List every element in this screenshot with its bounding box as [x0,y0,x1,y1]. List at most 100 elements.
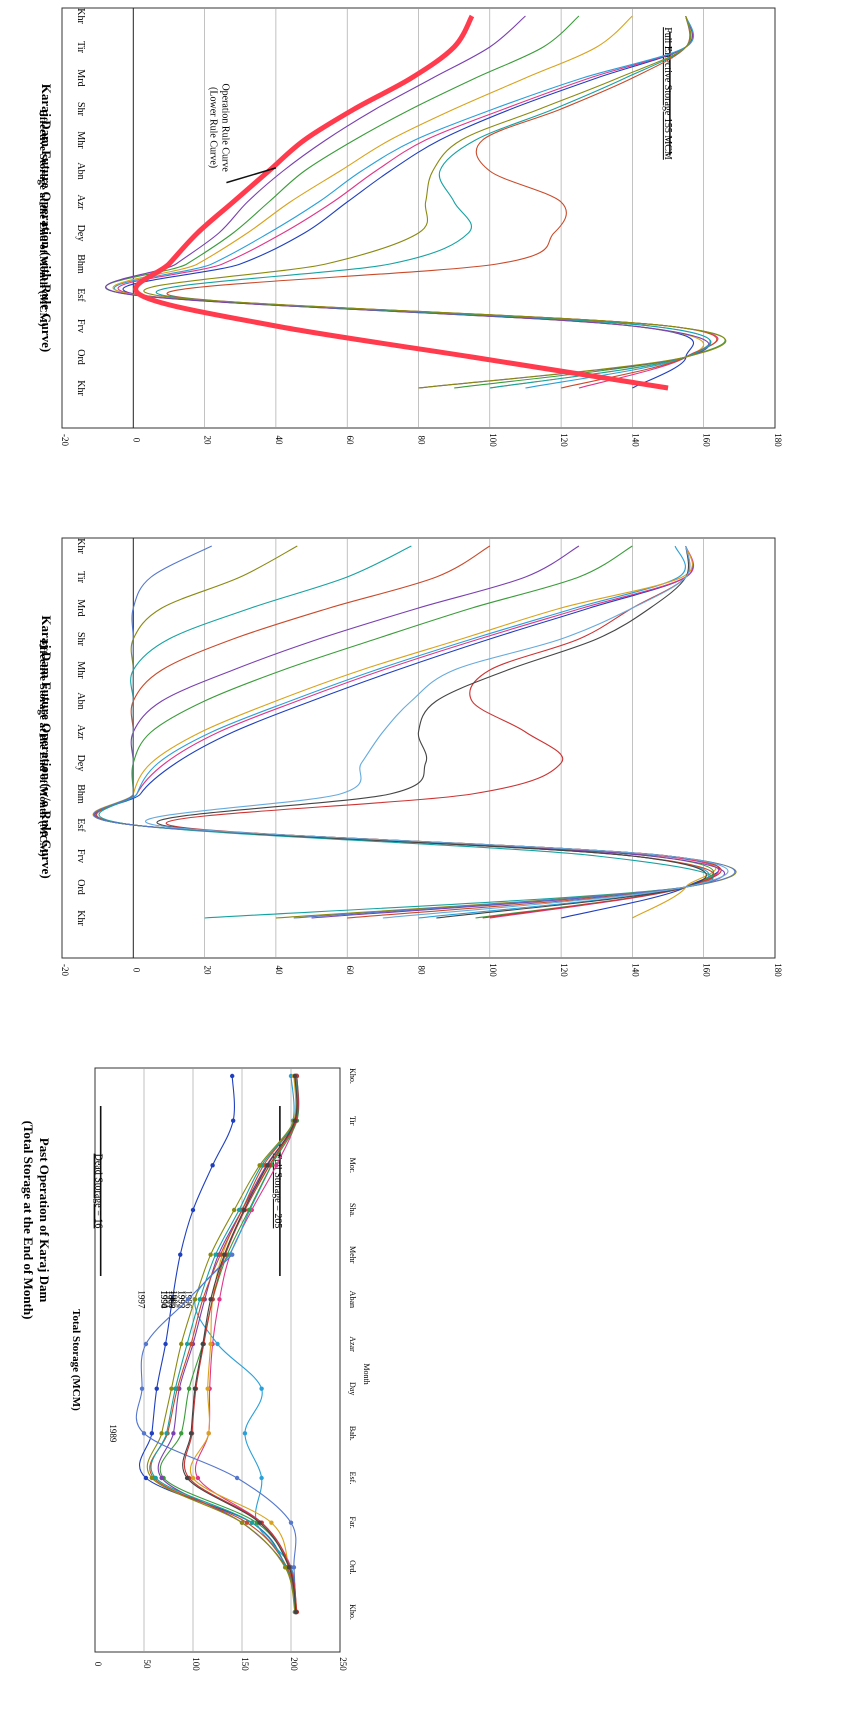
data-point [222,1252,227,1257]
data-point [292,1073,298,1079]
data-point [231,1207,237,1213]
y-tick-label: 140 [630,433,640,447]
data-point [190,1207,196,1213]
x-tick-label: Kho. [348,1068,357,1084]
data-point [239,1520,245,1525]
data-point [149,1431,155,1436]
series-line [165,545,722,919]
x-tick-label: Esf [75,818,86,832]
data-point [139,1386,145,1391]
annotation-text: Operation Rule Curve [219,83,230,172]
x-tick-label: Ord [75,879,86,895]
series-label: 1997 [136,1290,146,1309]
series-line [94,545,715,919]
data-point [169,1386,174,1391]
x-tick-label: Mor. [348,1158,357,1173]
y-tick-label: 150 [240,1657,250,1671]
data-point [210,1163,215,1168]
data-point [184,1341,190,1347]
series-label: 1991 [164,1290,174,1308]
x-tick-label: Khr [75,380,86,396]
y-tick-label: 20 [203,436,213,446]
data-point [208,1341,213,1347]
data-point [230,1252,235,1257]
data-point [288,1520,294,1525]
series-line [94,545,720,919]
series-line [105,15,710,389]
annotation-text: (Lower Rule Curve) [207,87,218,168]
data-point [257,1520,262,1525]
x-tick-label: Ord. [348,1560,357,1574]
y-axis-title: Total Storage (MCM) [70,1309,82,1411]
chart-subtitle: (Total Storage at the End of Month) [21,1121,36,1320]
x-tick-label: Azar [348,1336,357,1352]
data-point [154,1386,159,1391]
y-tick-label: 140 [630,963,640,977]
y-tick-label: 100 [191,1657,201,1671]
x-tick-label: Mhr [75,661,86,679]
x-tick-label: Shr [75,102,86,117]
data-point [282,1565,288,1570]
series-line [92,545,717,919]
reference-line-label: Full Effective Storage 155 MCM [662,27,673,160]
data-point [265,1163,270,1168]
data-point [215,1341,220,1347]
x-tick-label: Mrd [75,69,86,86]
data-point [241,1207,247,1213]
data-point [293,1609,299,1615]
series-line [98,545,714,919]
data-point [141,1431,147,1436]
data-point [197,1297,203,1302]
x-tick-label: Abn [75,692,86,709]
y-tick-label: 60 [345,436,355,446]
x-tick-label: Azr [75,195,86,211]
data-point [291,1565,297,1570]
y-tick-label: 0 [93,1662,103,1667]
y-tick-label: -20 [60,434,70,446]
y-tick-label: 120 [559,433,569,447]
chart-panel-2: -20 0 20 40 60 80 100 120 140 160 180 Khr Tir Mrd Shr M… [37,537,783,977]
series-label: 1989 [108,1424,118,1443]
y-tick-label: 200 [289,1657,299,1671]
y-tick-label: 180 [773,433,783,447]
series-line [93,545,736,919]
reference-line-label: Dead Storage = 16 [93,1154,104,1229]
rule-curve-line [133,14,669,391]
data-point [218,1252,223,1257]
data-point [184,1475,190,1481]
data-point [178,1252,183,1257]
y-tick-label: 20 [203,966,213,976]
y-tick-label: 100 [488,963,498,977]
y-tick-label: 40 [274,966,284,976]
x-tick-label: Shr [75,632,86,647]
data-point [192,1386,198,1391]
data-point [208,1297,213,1302]
x-tick-label: Esf [75,288,86,302]
x-tick-label: Esf. [348,1472,357,1485]
series-line [113,15,711,389]
data-point [149,1475,155,1481]
x-tick-label: Ord [75,349,86,365]
y-tick-label: 0 [131,438,141,443]
annotation-arrow [226,167,277,184]
data-point [234,1475,240,1481]
data-point [257,1163,262,1168]
x-tick-label: Tir [75,571,86,584]
series-line [94,545,726,919]
data-point [274,1163,279,1168]
data-point [170,1297,175,1302]
plot-frame [94,1067,341,1653]
chart-panel-1: 0 50 100 150 200 250 Kho. Tir Mor. Sha. Mehr Aban Az… [70,1067,371,1671]
y-axis-title: Effective Storage at the End of Month (M… [37,639,49,857]
x-tick-label: Bhm [75,784,86,804]
x-tick-label: Dey [75,225,86,242]
x-tick-label: Far. [348,1517,357,1529]
data-point [164,1431,169,1436]
series-line [144,545,729,919]
data-point [171,1431,176,1436]
y-tick-label: 80 [417,966,427,976]
data-point [206,1431,211,1436]
chart-panel-3: -20 0 20 40 60 80 100 120 140 160 180 Khr Tir Mrd Shr M… [37,7,783,447]
y-tick-label: 250 [338,1657,348,1671]
data-point [292,1118,298,1123]
